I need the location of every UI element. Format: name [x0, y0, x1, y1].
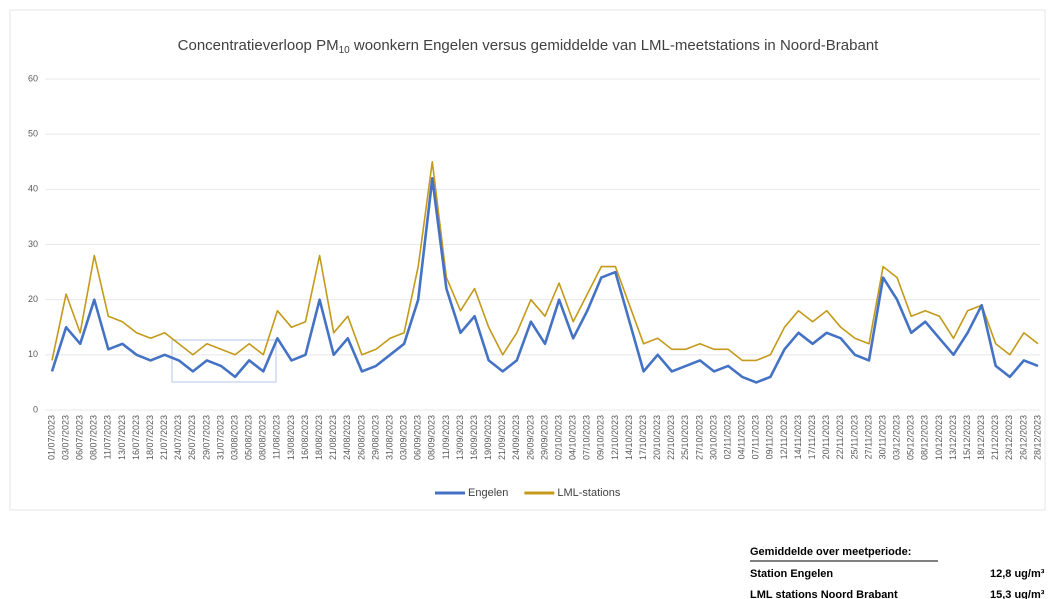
x-tick-label: 11/08/2023: [272, 415, 282, 459]
x-tick-label: 26/12/2023: [1018, 415, 1028, 460]
y-tick-label: 60: [28, 73, 38, 83]
x-tick-label: 07/11/2023: [751, 415, 761, 459]
x-tick-label: 28/12/2023: [1032, 415, 1042, 460]
title-subscript: 10: [339, 45, 351, 56]
x-tick-label: 29/07/2023: [201, 415, 211, 460]
x-tick-label: 08/09/2023: [427, 415, 437, 460]
x-tick-label: 31/08/2023: [384, 415, 394, 460]
x-tick-label: 03/09/2023: [399, 415, 409, 460]
x-tick-label: 29/09/2023: [539, 415, 549, 460]
x-tick-label: 26/09/2023: [525, 415, 535, 460]
x-tick-label: 30/11/2023: [877, 415, 887, 459]
chart-title: Concentratieverloop PM10 woonkern Engele…: [178, 37, 880, 56]
x-tick-label: 20/11/2023: [821, 415, 831, 459]
legend-label: LML-stations: [557, 487, 620, 499]
x-tick-label: 24/08/2023: [342, 415, 352, 460]
x-tick-label: 24/09/2023: [511, 415, 521, 460]
x-tick-label: 11/07/2023: [103, 415, 113, 459]
x-tick-label: 06/07/2023: [75, 415, 85, 460]
x-tick-label: 21/08/2023: [328, 415, 338, 460]
summary-heading: Gemiddelde over meetperiode:: [750, 546, 911, 558]
x-tick-label: 03/08/2023: [229, 415, 239, 460]
x-tick-label: 10/12/2023: [934, 415, 944, 460]
x-tick-label: 29/08/2023: [370, 415, 380, 460]
x-tick-label: 02/10/2023: [553, 415, 563, 460]
x-tick-label: 25/10/2023: [680, 415, 690, 460]
series-line: [51, 161, 1039, 362]
x-tick-label: 16/07/2023: [131, 415, 141, 460]
x-tick-label: 27/11/2023: [863, 415, 873, 459]
x-tick-label: 09/11/2023: [765, 415, 775, 459]
title-part: woonkern Engelen versus gemiddelde van L…: [350, 37, 879, 54]
x-tick-label: 08/12/2023: [920, 415, 930, 460]
x-tick-label: 16/09/2023: [469, 415, 479, 460]
x-tick-label: 07/10/2023: [582, 415, 592, 460]
x-tick-label: 08/07/2023: [89, 415, 99, 460]
x-tick-label: 17/11/2023: [807, 415, 817, 459]
x-tick-label: 26/08/2023: [356, 415, 366, 460]
x-tick-label: 22/10/2023: [666, 415, 676, 460]
x-tick-label: 16/08/2023: [300, 415, 310, 460]
x-tick-label: 18/07/2023: [145, 415, 155, 460]
y-tick-label: 0: [33, 404, 38, 414]
summary-value: 15,3 ug/m³: [990, 589, 1045, 599]
x-tick-label: 31/07/2023: [215, 415, 225, 460]
x-tick-label: 23/12/2023: [1004, 415, 1014, 460]
x-tick-label: 11/09/2023: [441, 415, 451, 459]
x-tick-label: 14/10/2023: [624, 415, 634, 460]
chart-area: [9, 9, 1046, 511]
y-tick-label: 30: [28, 239, 38, 249]
x-tick-label: 03/07/2023: [60, 415, 70, 460]
x-tick-label: 19/09/2023: [483, 415, 493, 460]
x-tick-label: 30/10/2023: [708, 415, 718, 460]
summary-label: LML stations Noord Brabant: [750, 589, 898, 599]
x-tick-label: 03/12/2023: [892, 415, 902, 460]
x-tick-label: 08/08/2023: [258, 415, 268, 460]
x-tick-label: 12/10/2023: [610, 415, 620, 460]
x-tick-label: 17/10/2023: [638, 415, 648, 460]
x-tick-label: 26/07/2023: [187, 415, 197, 460]
summary-label: Station Engelen: [750, 568, 833, 580]
legend-label: Engelen: [468, 487, 508, 499]
series-line: [50, 177, 1039, 384]
highlight-box: [171, 339, 277, 383]
y-tick-label: 40: [28, 184, 38, 194]
x-tick-label: 22/11/2023: [835, 415, 845, 459]
x-tick-label: 13/08/2023: [286, 415, 296, 460]
x-tick-label: 21/09/2023: [497, 415, 507, 460]
title-part: Concentratieverloop PM: [178, 37, 339, 54]
x-tick-label: 27/10/2023: [694, 415, 704, 460]
x-tick-label: 20/10/2023: [652, 415, 662, 460]
x-tick-label: 18/12/2023: [976, 415, 986, 460]
y-tick-label: 50: [28, 129, 38, 139]
x-tick-label: 05/12/2023: [906, 415, 916, 460]
x-tick-label: 25/11/2023: [849, 415, 859, 459]
x-tick-label: 13/07/2023: [117, 415, 127, 460]
x-tick-label: 09/10/2023: [596, 415, 606, 460]
x-tick-label: 13/09/2023: [455, 415, 465, 460]
x-tick-label: 15/12/2023: [962, 415, 972, 460]
summary-value: 12,8 ug/m³: [990, 568, 1045, 580]
x-tick-label: 04/10/2023: [568, 415, 578, 460]
x-tick-label: 06/09/2023: [413, 415, 423, 460]
y-tick-label: 20: [28, 294, 38, 304]
x-tick-label: 14/11/2023: [793, 415, 803, 459]
x-tick-label: 21/12/2023: [990, 415, 1000, 460]
x-tick-label: 05/08/2023: [244, 415, 254, 460]
x-tick-label: 13/12/2023: [948, 415, 958, 460]
y-tick-label: 10: [28, 349, 38, 359]
x-tick-label: 18/08/2023: [314, 415, 324, 460]
x-tick-label: 04/11/2023: [737, 415, 747, 459]
x-tick-label: 24/07/2023: [173, 415, 183, 460]
x-tick-label: 02/11/2023: [722, 415, 732, 459]
x-tick-label: 21/07/2023: [159, 415, 169, 460]
x-tick-label: 01/07/2023: [46, 415, 56, 460]
x-tick-label: 12/11/2023: [779, 415, 789, 459]
